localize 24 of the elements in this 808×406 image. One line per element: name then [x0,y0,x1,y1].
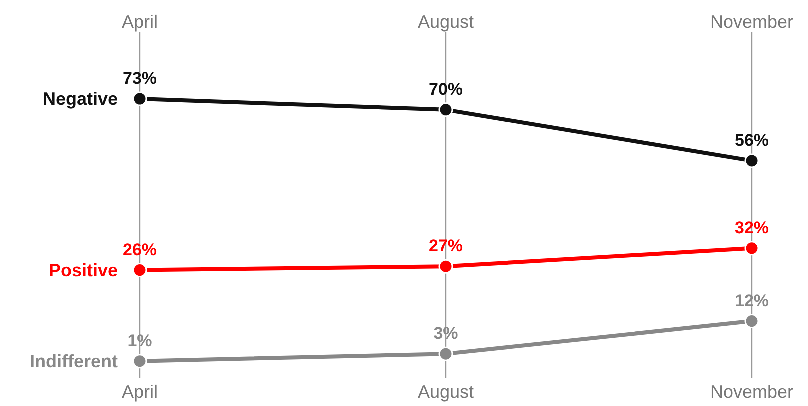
data-label: 26% [122,240,158,260]
point [438,259,454,274]
series-label: Positive [48,260,118,280]
x-tick-label: April [122,12,158,32]
data-label: 56% [734,130,770,150]
x-tick-label: August [418,12,474,32]
category-label: April [122,382,158,402]
category-label: November [710,382,794,402]
data-label: 27% [428,236,464,256]
point [744,154,760,168]
point [438,346,454,362]
data-label: 73% [122,69,158,88]
point [438,102,454,118]
category-label: August [418,382,474,402]
point [132,263,148,278]
point [132,92,148,106]
point [744,314,760,329]
series-label: Negative [42,89,118,109]
point [132,354,148,369]
point [744,241,760,256]
x-tick-label: November [710,12,794,32]
data-label: 32% [734,218,770,238]
series-label: Indifferent [30,351,118,372]
data-label: 70% [428,80,464,99]
